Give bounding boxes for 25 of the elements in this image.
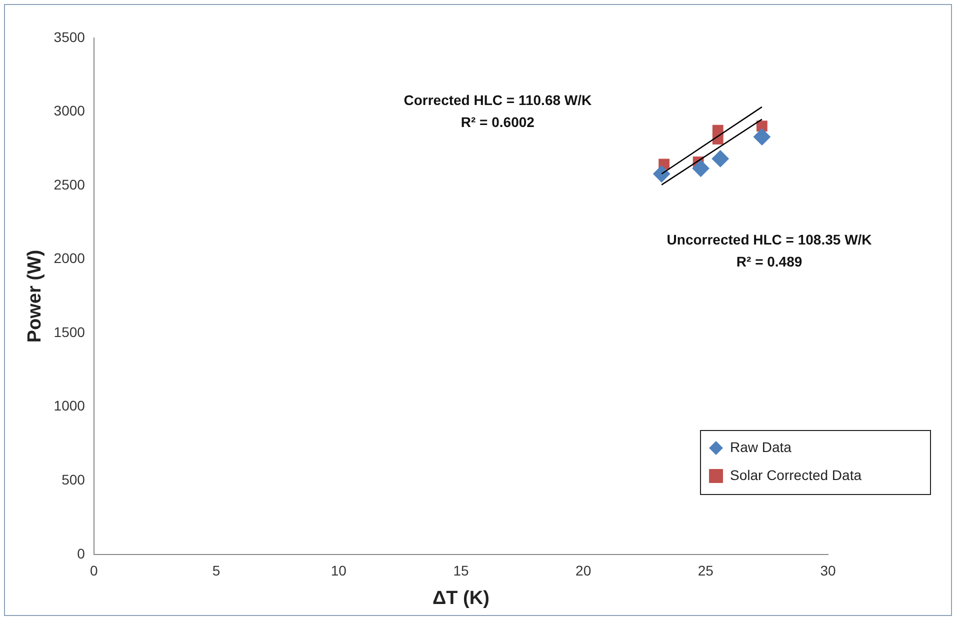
x-tick-label: 25 — [698, 562, 714, 579]
x-tick-label: 10 — [330, 562, 347, 579]
y-tick-label: 1500 — [54, 324, 86, 340]
y-axis-title: Power (W) — [24, 250, 46, 343]
x-tick-label: 20 — [576, 562, 592, 579]
annotation: Uncorrected HLC = 108.35 W/K R² = 0.489 — [666, 232, 872, 270]
x-axis-title: ΔT (K) — [432, 588, 490, 609]
x-tick-label: 30 — [820, 562, 836, 579]
point — [653, 165, 670, 182]
y-tick-label: 0 — [77, 545, 86, 562]
y-tick-label: 3500 — [54, 28, 86, 45]
y-tick-label: 3000 — [54, 102, 86, 119]
legend-label: Solar Corrected Data — [730, 466, 862, 483]
y-tick-label: 500 — [62, 471, 86, 488]
y-tick-label: 2500 — [54, 176, 86, 192]
point — [692, 160, 710, 177]
y-tick-label: 2000 — [54, 250, 86, 266]
x-tick-label: 0 — [90, 562, 98, 579]
x-tick-label: 15 — [453, 562, 469, 579]
y-tick-label: 1000 — [54, 398, 86, 414]
annotation: Corrected HLC = 110.68 W/K R² = 0.6002 — [404, 92, 592, 130]
legend-label: Raw Data — [730, 438, 792, 455]
point — [753, 128, 770, 146]
x-tick-label: 5 — [212, 562, 220, 579]
point — [712, 150, 729, 168]
